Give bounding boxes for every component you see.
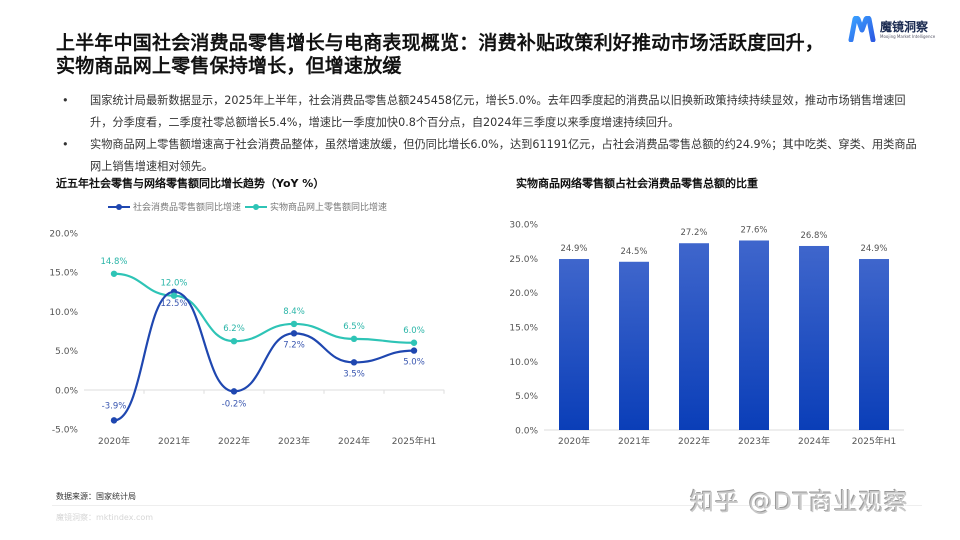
page-title: 上半年中国社会消费品零售增长与电商表现概览：消费补贴政策利好推动市场活跃度回升，… [56, 32, 856, 78]
legend-item-online[interactable]: 实物商品网上零售额同比增速 [245, 200, 387, 213]
data-label: 12.0% [160, 279, 187, 289]
x-tick-label: 2025年H1 [852, 435, 896, 447]
brand-name: 魔镜洞察 [880, 20, 929, 34]
bar-chart-title: 实物商品网络零售额占社会消费品零售总额的比重 [516, 177, 758, 190]
bar-value-label: 24.9% [560, 244, 587, 254]
data-points: -3.9% 12.5% -0.2% 7.2% 3.5% 5.0% 14.8% 12.0% 6.2… [100, 257, 425, 424]
bar-value-label: 27.6% [740, 225, 767, 235]
site-url: 魔镜洞察：mktindex.com [56, 513, 154, 522]
y-tick-label: 20.0% [49, 230, 78, 240]
bar[interactable] [619, 261, 649, 430]
y-tick-label: 0.0% [55, 386, 78, 396]
bar-value-label: 24.5% [620, 247, 647, 257]
data-point[interactable] [110, 417, 118, 424]
data-label: 6.0% [403, 326, 425, 336]
data-label: 7.2% [283, 340, 305, 350]
series-line-total [113, 290, 415, 422]
bar[interactable] [679, 243, 709, 430]
data-point[interactable] [170, 292, 178, 299]
data-point[interactable] [410, 339, 418, 346]
x-tick-label: 2024年 [798, 435, 830, 447]
data-point[interactable] [290, 320, 298, 328]
y-tick-label: 5.0% [515, 392, 538, 402]
data-point[interactable] [410, 347, 418, 354]
bar-value-label: 26.8% [800, 231, 827, 241]
series-line-online [113, 272, 415, 344]
footer-divider [52, 505, 922, 506]
legend-item-total[interactable]: 社会消费品零售额同比增速 [108, 200, 241, 213]
legend-label: 实物商品网上零售额同比增速 [270, 203, 388, 213]
brand-logo: 魔镜洞察 Moojing Market Intelligence [848, 14, 948, 46]
bars: 24.9% 2020年 24.5% 2021年 27.2% 2022年 27.6% 2023年… [558, 225, 896, 447]
line-chart: 20.0%15.0%10.0%5.0%0.0%-5.0% 2020年 2021年 2… [49, 230, 445, 447]
title-line-1: 上半年中国社会消费品零售增长与电商表现概览：消费补贴政策利好推动市场活跃度回升， [56, 32, 825, 54]
y-tick-label: 10.0% [509, 358, 538, 368]
line-chart-legend: 社会消费品零售额同比增速 实物商品网上零售额同比增速 [108, 200, 391, 213]
brand-m-icon [848, 16, 876, 42]
y-tick-label: 30.0% [509, 221, 538, 231]
x-tick-label: 2020年 [98, 435, 130, 447]
bar[interactable] [739, 240, 769, 430]
y-tick-label: 5.0% [55, 347, 78, 357]
bar[interactable] [859, 259, 889, 430]
x-tick-label: 2020年 [558, 435, 590, 447]
data-label: 3.5% [343, 369, 365, 379]
data-label: 6.5% [343, 322, 365, 332]
x-tick-label: 2021年 [618, 435, 650, 447]
y-axis-ticks: 30.0% 25.0% 20.0% 15.0% 10.0% 5.0% 0.0% [509, 221, 538, 437]
y-axis-ticks: 20.0% 15.0% 10.0% 5.0% 0.0% -5.0% [49, 230, 78, 436]
data-point[interactable] [230, 337, 238, 345]
y-tick-label: 20.0% [509, 289, 538, 299]
data-label: 5.0% [403, 358, 425, 368]
watermark: 知乎 @DT商业观察 [690, 488, 909, 516]
y-tick-label: -5.0% [52, 426, 79, 436]
data-point[interactable] [350, 335, 358, 343]
y-tick-label: 10.0% [49, 308, 78, 318]
data-label: -3.9% [102, 401, 127, 411]
x-axis-ticks: 2020年 2021年 2022年 2023年 2024年 2025年H1 [98, 389, 445, 447]
x-tick-label: 2025年H1 [392, 435, 436, 447]
x-tick-label: 2024年 [338, 435, 370, 447]
y-tick-label: 25.0% [509, 255, 538, 265]
x-tick-label: 2022年 [218, 435, 250, 447]
bullet-item: 国家统计局最新数据显示，2025年上半年，社会消费品零售总额245458亿元，增… [60, 90, 920, 134]
data-label: -0.2% [222, 399, 247, 409]
bar[interactable] [799, 245, 829, 430]
y-tick-label: 15.0% [49, 269, 78, 279]
data-point[interactable] [290, 330, 298, 337]
data-point[interactable] [230, 388, 238, 395]
summary-bullets: 国家统计局最新数据显示，2025年上半年，社会消费品零售总额245458亿元，增… [60, 90, 920, 178]
line-chart-title: 近五年社会零售与网络零售额同比增长趋势（YoY %） [56, 177, 325, 190]
bullet-item: 实物商品网上零售额增速高于社会消费品整体，虽然增速放缓，但仍同比增长6.0%，达… [60, 134, 920, 178]
legend-line-marker-icon [108, 203, 130, 210]
data-point[interactable] [110, 270, 118, 277]
legend-label: 社会消费品零售额同比增速 [133, 203, 242, 213]
data-label: 6.2% [223, 324, 245, 334]
y-tick-label: 0.0% [515, 427, 538, 437]
legend-line-marker-icon [245, 203, 268, 210]
y-tick-label: 15.0% [509, 324, 538, 334]
x-tick-label: 2021年 [158, 435, 190, 447]
bar-chart: 30.0%25.0%20.0%15.0%10.0%5.0%0.0% 24.9%2… [509, 221, 904, 447]
data-label: 14.8% [100, 257, 127, 267]
x-tick-label: 2023年 [278, 435, 310, 447]
data-source: 数据来源：国家统计局 [56, 492, 136, 501]
title-line-2: 实物商品网上零售保持增长，但增速放缓 [56, 55, 402, 77]
data-point[interactable] [350, 359, 358, 366]
x-tick-label: 2023年 [738, 435, 770, 447]
data-label: 8.4% [283, 307, 305, 317]
bar[interactable] [559, 259, 589, 430]
bar-value-label: 27.2% [680, 228, 707, 238]
data-label: 12.5% [160, 299, 187, 309]
bar-value-label: 24.9% [860, 244, 887, 254]
x-tick-label: 2022年 [678, 435, 710, 447]
brand-tagline: Moojing Market Intelligence [880, 34, 936, 39]
